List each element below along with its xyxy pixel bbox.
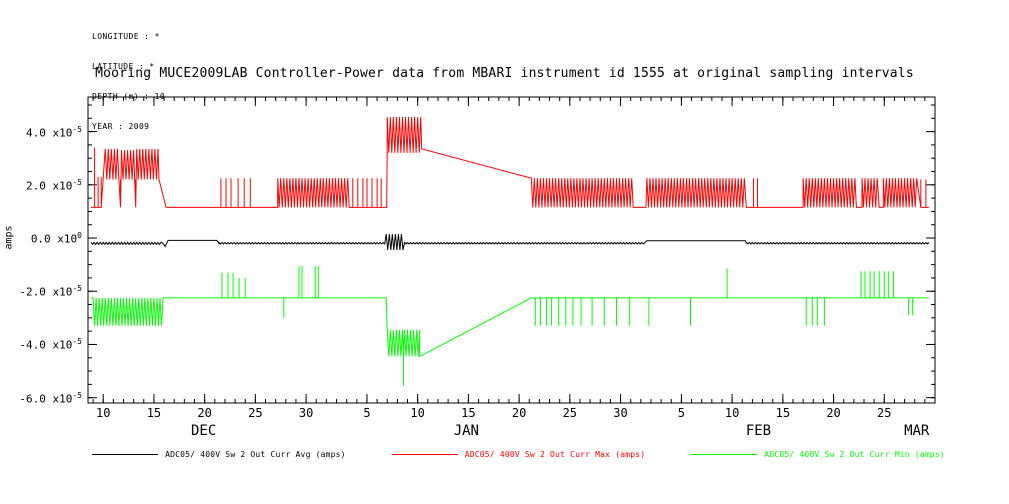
metadata-longitude: LONGITUDE : * [92,32,160,41]
plot-frame [87,96,936,404]
legend-label-min: ADC05/ 400V Sw 2 Out Curr Min (amps) [764,450,945,459]
y-minor-ticks [88,104,935,399]
legend-label-avg: ADC05/ 400V Sw 2 Out Curr Avg (amps) [165,450,346,459]
series-max [91,116,929,208]
legend-line-avg [92,454,159,455]
y-major-ticks [88,131,935,399]
legend: ADC05/ 400V Sw 2 Out Curr Avg (amps) ADC… [14,450,1009,459]
legend-line-min [691,454,758,455]
legend-line-max [391,454,458,455]
x-major-ticks [102,97,885,403]
legend-item-min: ADC05/ 400V Sw 2 Out Curr Min (amps) [691,450,945,459]
x-minor-ticks [92,97,936,403]
chart-title: Mooring MUCE2009LAB Controller-Power dat… [95,66,914,81]
metadata-year: YEAR : 2009 [92,122,150,131]
metadata-latitude: LATITUDE : * [92,62,155,71]
legend-item-max: ADC05/ 400V Sw 2 Out Curr Max (amps) [391,450,646,459]
series-avg [90,233,930,251]
series-min [91,266,929,386]
legend-label-max: ADC05/ 400V Sw 2 Out Curr Max (amps) [464,450,646,459]
legend-item-avg: ADC05/ 400V Sw 2 Out Curr Avg (amps) [92,450,346,459]
